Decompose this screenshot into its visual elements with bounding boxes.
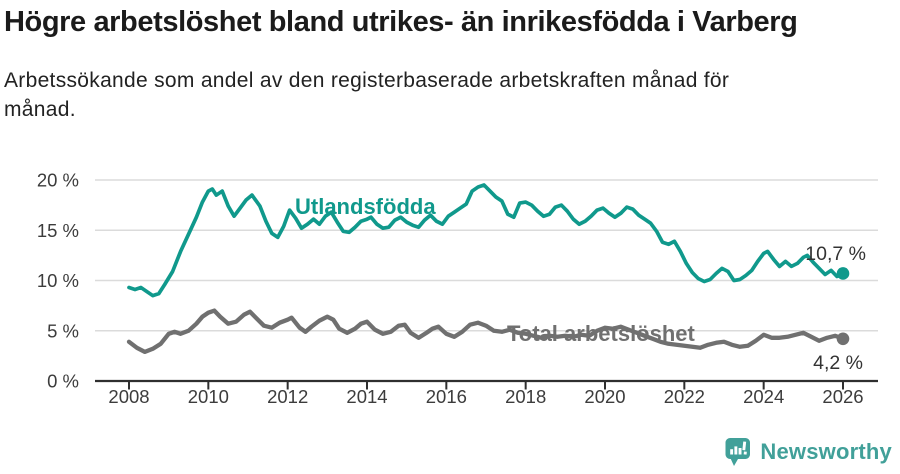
y-tick-label: 0 %	[47, 371, 79, 392]
end-value-label-utlandsfodda: 10,7 %	[805, 243, 866, 265]
series-end-dot-utlandsfodda	[836, 267, 850, 280]
x-tick-label: 2012	[267, 386, 308, 407]
x-tick-label: 2026	[822, 386, 863, 407]
series-line-utlandsfodda	[127, 183, 845, 298]
brand-footer: Newsworthy	[724, 436, 892, 468]
chart-subtitle-line-2: månad.	[4, 98, 76, 121]
series-label-utlandsfodda: Utlandsfödda	[295, 194, 436, 219]
end-value-label-total-arbetsloshet: 4,2 %	[813, 352, 863, 374]
chart-subtitle-line-1: Arbetssökande som andel av den registerb…	[4, 69, 730, 92]
x-tick-label: 2022	[664, 386, 705, 407]
x-tick-label: 2020	[584, 386, 625, 407]
x-tick-label: 2016	[426, 386, 467, 407]
chart-header: Högre arbetslöshet bland utrikes- än inr…	[4, 4, 896, 124]
x-tick-label: 2024	[743, 386, 784, 407]
chart-subtitle: Arbetssökande som andel av den registerb…	[4, 66, 896, 124]
series-label-total-arbetsloshet: Total arbetslöshet	[507, 321, 696, 346]
y-tick-label: 5 %	[47, 320, 79, 341]
y-tick-label: 10 %	[37, 270, 79, 291]
series-line-total-arbetsloshet	[126, 308, 846, 355]
x-tick-label: 2008	[108, 386, 149, 407]
page-title: Högre arbetslöshet bland utrikes- än inr…	[4, 6, 798, 38]
y-tick-label: 20 %	[37, 170, 79, 191]
newsworthy-logo-icon	[724, 437, 751, 467]
x-tick-label: 2010	[188, 386, 229, 407]
y-tick-label: 15 %	[37, 220, 79, 241]
newsworthy-wordmark: Newsworthy	[760, 439, 892, 464]
x-tick-label: 2018	[505, 386, 546, 407]
series-end-dot-total-arbetsloshet	[836, 332, 850, 346]
x-tick-label: 2014	[346, 386, 387, 407]
